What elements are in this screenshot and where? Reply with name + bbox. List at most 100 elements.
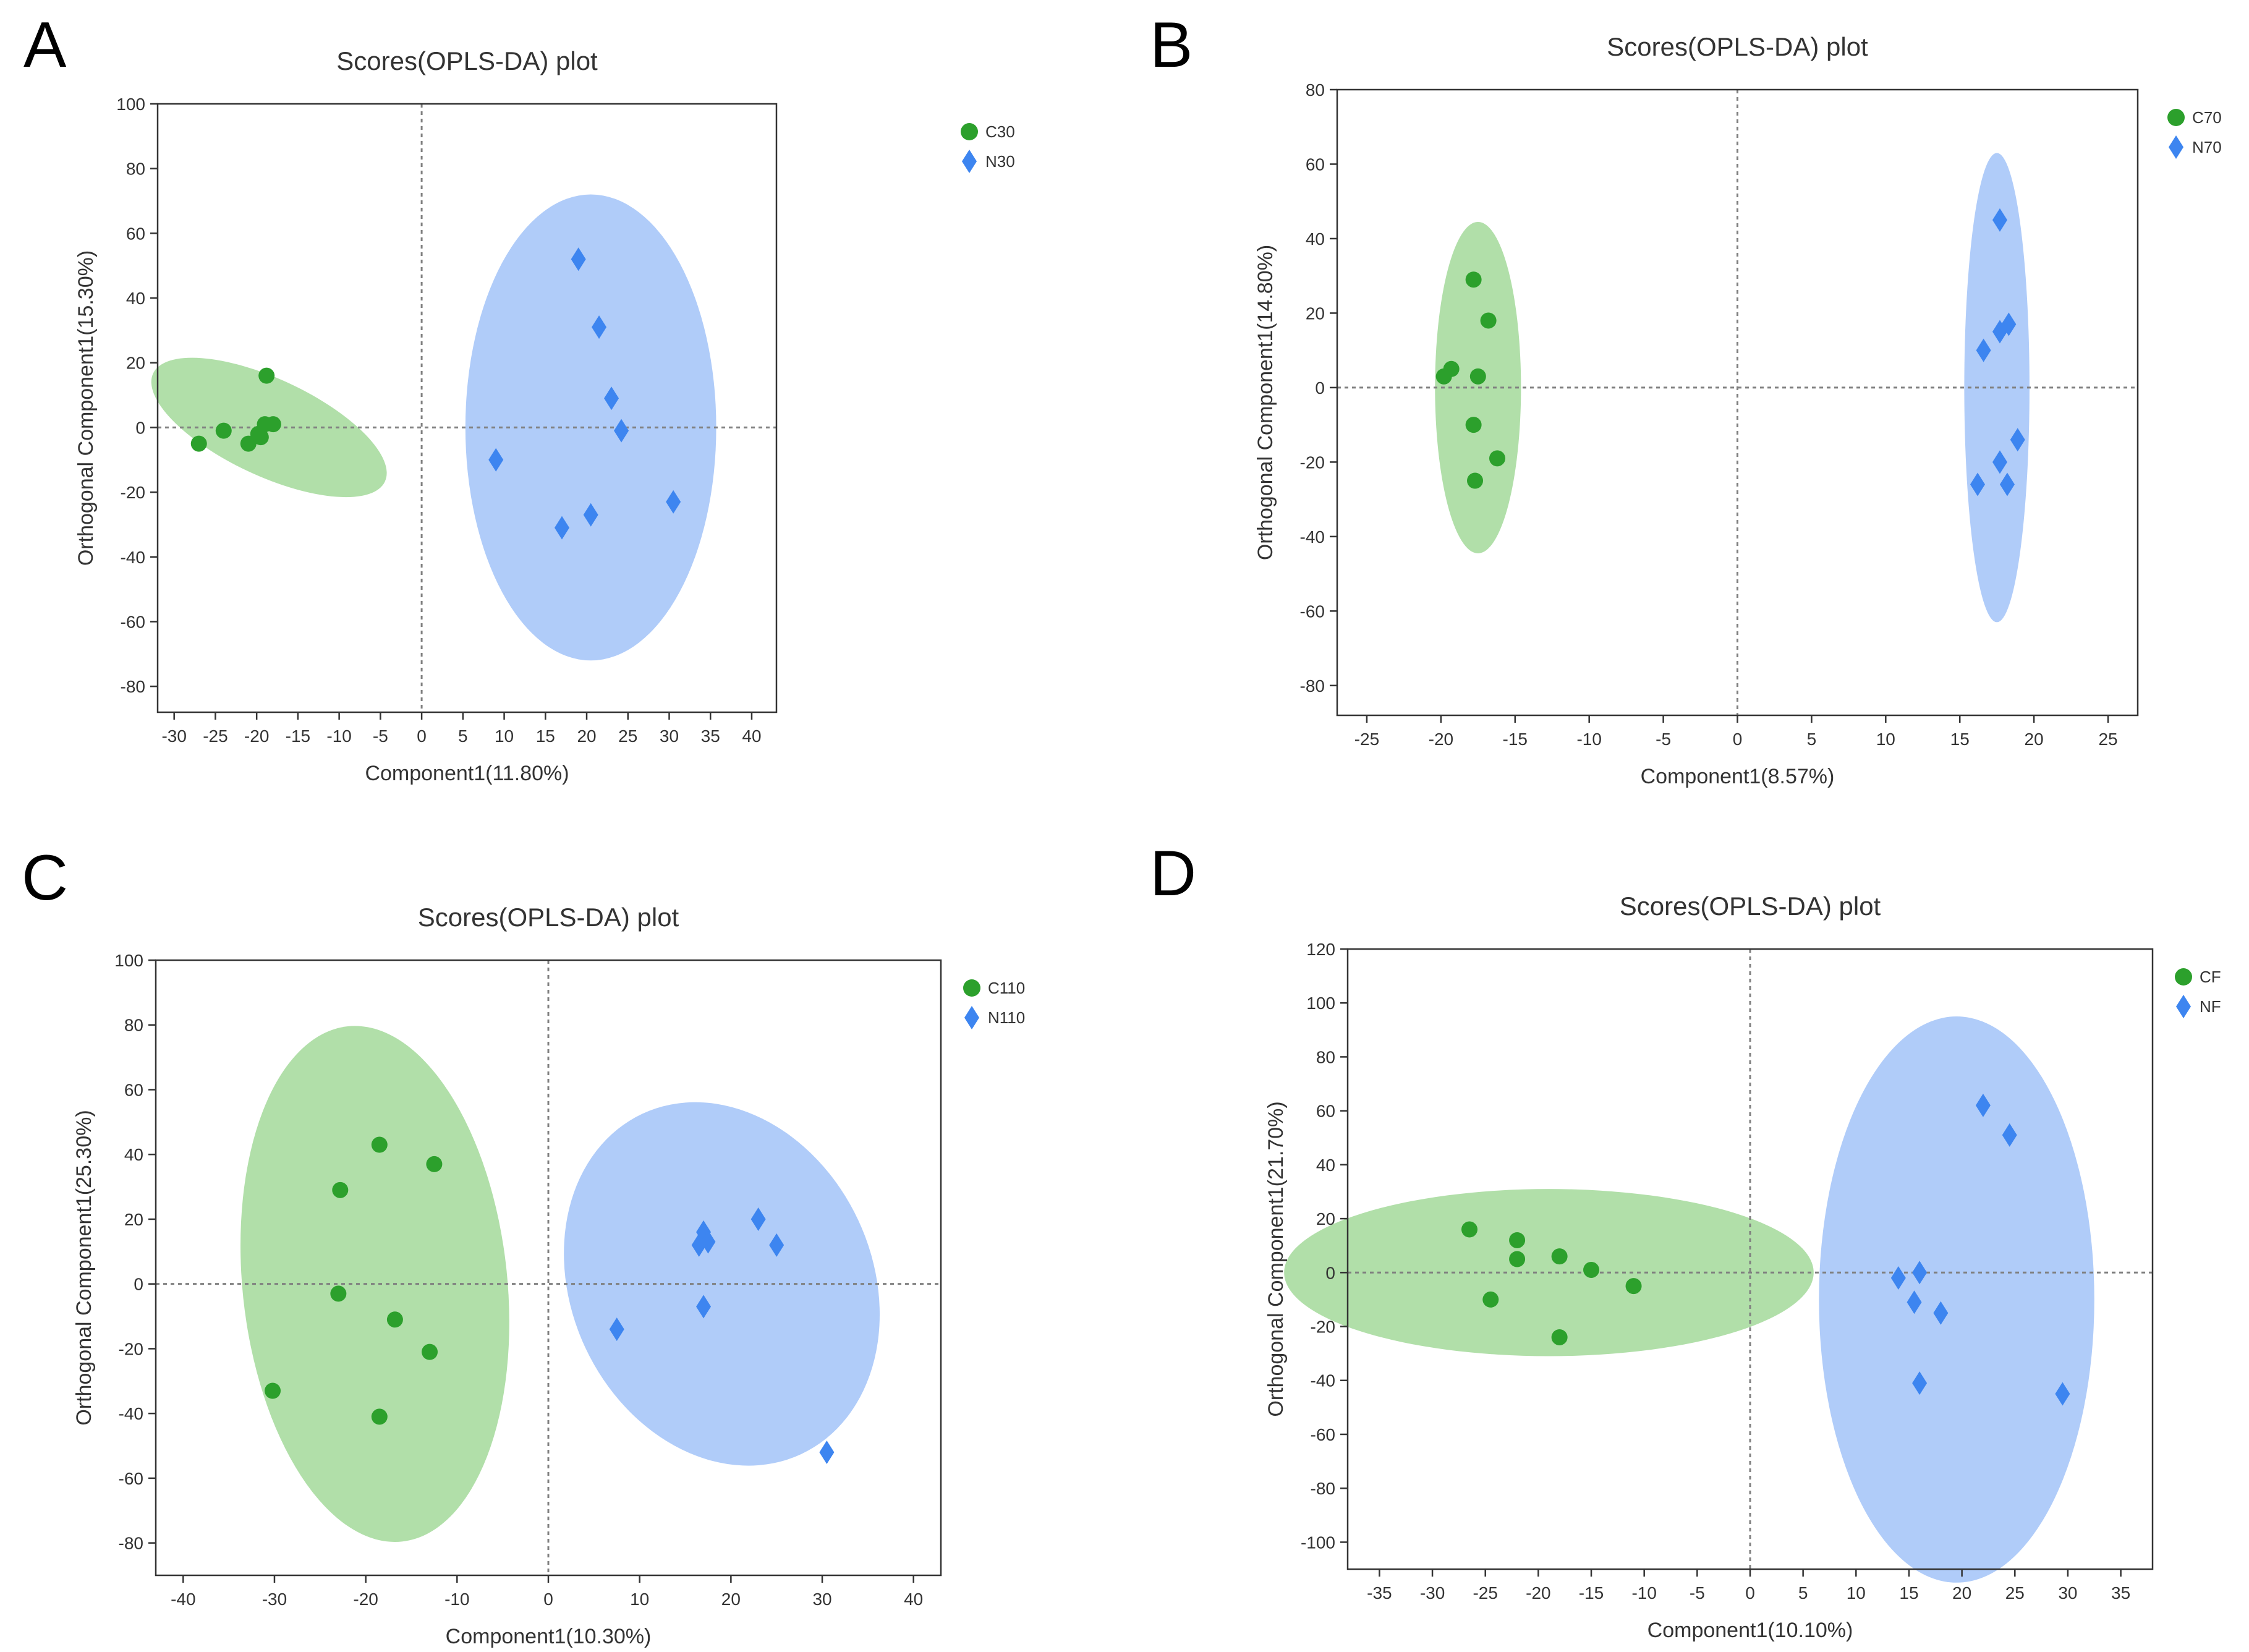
x-tick-label: 25	[2098, 730, 2117, 749]
data-point-cf	[1509, 1251, 1526, 1267]
data-point-cf	[1482, 1291, 1499, 1308]
x-tick-label: -20	[1526, 1583, 1550, 1603]
x-tick-label: -40	[171, 1590, 195, 1609]
legend-label: N70	[2192, 138, 2222, 156]
panel-c: C -40 -30 -20 -10 0 10 20 30 40 -80 -60 -40 -20 0 20 40…	[22, 842, 1025, 1648]
x-tick-label: 20	[2025, 730, 2044, 749]
x-tick-label: 0	[1745, 1583, 1755, 1603]
x-tick-label: 35	[701, 726, 720, 746]
x-tick-label: 10	[1876, 730, 1895, 749]
x-tick-label: -30	[161, 726, 186, 746]
data-point-n110	[769, 1233, 784, 1257]
data-point-n30	[554, 516, 569, 540]
data-point-c110	[371, 1136, 388, 1153]
data-point-c30	[258, 367, 275, 384]
data-point-n110	[750, 1207, 766, 1231]
y-tick-label: 60	[1306, 155, 1325, 174]
data-point-c70	[1465, 271, 1482, 288]
x-tick-label: 20	[1952, 1583, 1971, 1603]
x-tick-label: 0	[543, 1590, 553, 1609]
y-tick-label: -40	[1300, 527, 1325, 547]
y-tick-label: -40	[1311, 1371, 1335, 1390]
data-point-nf	[1933, 1301, 1949, 1325]
x-tick-label: -10	[1576, 730, 1601, 749]
x-tick-label: 15	[1950, 730, 1970, 749]
y-tick-label: -20	[121, 483, 145, 502]
y-tick-label: 40	[1316, 1156, 1335, 1175]
y-tick-label: -80	[1300, 676, 1325, 696]
y-tick-label: 100	[1306, 994, 1335, 1013]
x-tick-label: -15	[1503, 730, 1528, 749]
x-axis-label: Component1(8.57%)	[1641, 765, 1835, 788]
y-tick-label: -40	[119, 1404, 143, 1423]
data-point-n30	[583, 503, 598, 527]
data-point-nf	[1975, 1093, 1991, 1117]
y-tick-label: 60	[1316, 1102, 1335, 1121]
y-tick-label: -80	[121, 677, 145, 696]
x-tick-label: 15	[536, 726, 555, 746]
x-tick-label: 0	[1733, 730, 1743, 749]
panel-b: B -25 -20 -15 -10 -5 0 5 10 15 20 25 -80 -60 -40 -20 0 2…	[1150, 9, 2222, 788]
x-tick-label: -25	[1354, 730, 1379, 749]
y-tick-label: 80	[1316, 1047, 1335, 1067]
confidence-ellipse-c110	[240, 1026, 509, 1542]
data-point-n70	[1976, 338, 1991, 362]
x-tick-label: 25	[2005, 1583, 2025, 1603]
y-tick-label: 0	[1325, 1263, 1335, 1282]
legend-label: NF	[2200, 997, 2221, 1016]
y-tick-label: 100	[116, 95, 145, 114]
data-point-n30	[592, 315, 607, 339]
y-tick-label: 0	[135, 418, 145, 437]
data-point-c110	[371, 1408, 388, 1425]
data-point-n30	[666, 490, 681, 514]
y-tick-label: 80	[124, 1016, 143, 1035]
x-tick-label: -25	[1473, 1583, 1497, 1603]
x-tick-label: -30	[262, 1590, 287, 1609]
panel-letter: B	[1150, 9, 1193, 81]
legend-marker-n70	[2169, 135, 2183, 159]
y-tick-label: 100	[114, 951, 143, 970]
data-point-cf	[1551, 1329, 1568, 1345]
x-tick-label: 25	[618, 726, 637, 746]
data-point-nf	[2055, 1382, 2070, 1406]
data-point-nf	[2002, 1123, 2017, 1147]
data-point-c30	[240, 435, 257, 452]
data-point-c30	[215, 422, 232, 439]
x-tick-label: 10	[630, 1590, 649, 1609]
legend-marker-c110	[963, 979, 980, 997]
data-point-n110	[691, 1233, 707, 1257]
x-tick-label: -20	[1429, 730, 1453, 749]
data-point-n70	[1999, 472, 2015, 496]
chart-title: Scores(OPLS-DA) plot	[336, 46, 598, 75]
data-point-cf	[1625, 1278, 1642, 1295]
y-tick-label: -60	[1300, 602, 1325, 621]
panel-letter: D	[1150, 838, 1196, 909]
x-tick-label: 20	[721, 1590, 741, 1609]
y-tick-label: 20	[126, 354, 145, 373]
y-tick-label: -60	[121, 612, 145, 631]
x-tick-label: 15	[1899, 1583, 1918, 1603]
data-point-cf	[1461, 1221, 1478, 1238]
data-point-n30	[571, 247, 586, 271]
x-tick-label: -15	[1579, 1583, 1604, 1603]
data-point-c70	[1480, 312, 1497, 329]
data-point-c110	[265, 1382, 281, 1399]
data-point-n30	[604, 386, 619, 411]
data-point-n110	[696, 1295, 712, 1319]
panel-letter: C	[22, 842, 68, 914]
y-tick-label: -40	[121, 548, 145, 567]
x-tick-label: -5	[1690, 1583, 1705, 1603]
y-tick-label: -60	[119, 1469, 143, 1488]
x-tick-label: -10	[326, 726, 351, 746]
x-tick-label: -30	[1420, 1583, 1445, 1603]
y-tick-label: 120	[1306, 940, 1335, 959]
x-tick-label: 10	[1847, 1583, 1866, 1603]
y-tick-label: 80	[1306, 80, 1325, 100]
data-point-c70	[1435, 368, 1452, 385]
legend-label: N30	[985, 152, 1015, 171]
x-tick-label: -20	[244, 726, 269, 746]
confidence-ellipse-nf	[1819, 1016, 2094, 1583]
legend-label: CF	[2200, 968, 2221, 986]
y-tick-label: 0	[134, 1275, 143, 1294]
data-point-nf	[1890, 1266, 1906, 1290]
